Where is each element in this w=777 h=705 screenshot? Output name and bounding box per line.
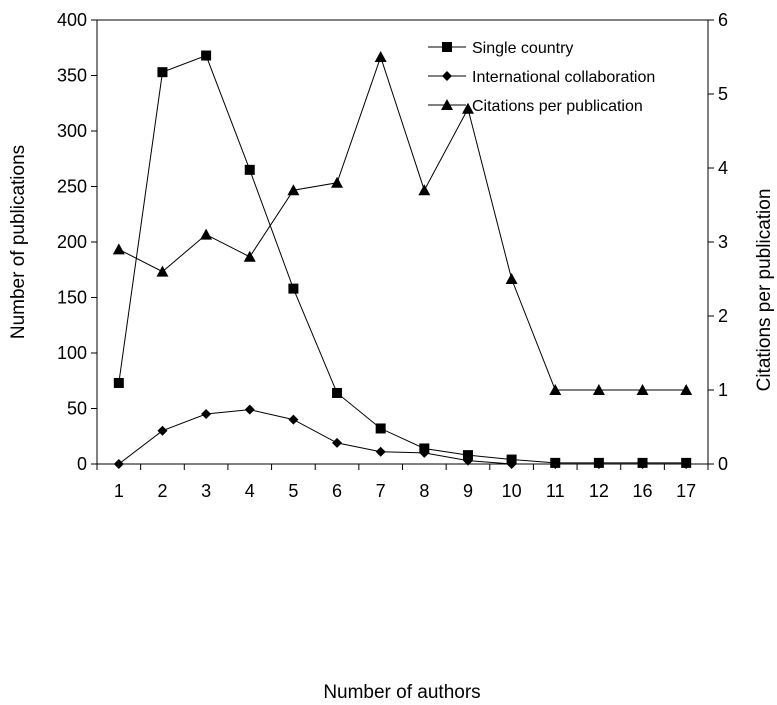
y2-tick-label: 5 [718,84,728,104]
data-point-diamond [375,446,386,457]
series-1 [113,404,692,469]
x-tick-label: 7 [376,481,386,501]
data-point-triangle [112,243,125,255]
x-tick-label: 11 [546,481,565,501]
y-tick-label: 0 [77,454,87,474]
data-point-square [375,423,386,434]
legend-item: Citations per publication [428,98,643,115]
x-tick-label: 2 [157,481,167,501]
data-point-diamond [506,459,517,469]
legend-label: Single country [472,40,573,57]
x-tick-label: 8 [419,481,429,501]
y-tick-label: 300 [57,121,87,141]
y-tick-label: 250 [57,177,87,197]
data-point-triangle [331,176,344,188]
y-axis-title: Number of publications [8,145,29,339]
y2-tick-label: 4 [718,158,728,178]
data-point-square [462,450,473,461]
x-axis-title: Number of authors [323,682,480,703]
data-point-diamond [593,459,604,469]
data-point-triangle [243,250,256,262]
data-point-square [288,283,299,294]
data-point-square [113,377,124,388]
data-point-square [332,387,343,398]
series-layer [112,50,693,469]
data-point-triangle [287,184,300,196]
data-point-diamond [332,437,343,448]
data-point-triangle [549,384,562,395]
y2-tick-label: 3 [718,232,728,252]
y2-tick-label: 1 [718,380,728,400]
y-tick-label: 200 [57,232,87,252]
x-tick-label: 1 [114,481,124,501]
y2-tick-label: 0 [718,454,728,474]
y-axis-left: 0 50 100 150 200 250 300 350 400 [57,10,97,474]
x-tick-label: 9 [463,481,473,501]
x-tick-label: 6 [332,481,342,501]
y2-tick-label: 2 [718,306,728,326]
y-tick-label: 150 [57,288,87,308]
plot-frame [96,19,709,465]
y-tick-label: 100 [57,343,87,363]
data-point-triangle [636,384,649,395]
data-point-diamond [288,414,299,425]
data-point-diamond [113,459,124,469]
legend-item: Single country [428,40,573,57]
data-point-diamond [442,71,452,81]
data-point-diamond [419,447,430,458]
legend-label: Citations per publication [472,98,643,115]
legend-label: International collaboration [472,69,655,86]
data-point-triangle [200,228,213,240]
series-2 [112,51,693,395]
x-tick-label: 10 [502,481,522,501]
data-point-square [201,50,212,61]
data-point-triangle [374,51,387,62]
data-point-diamond [157,425,168,436]
data-point-triangle [505,273,518,284]
series-line [118,54,687,464]
data-point-triangle [418,184,431,196]
y2-tick-label: 6 [718,10,728,30]
y-tick-label: 400 [57,10,87,30]
data-point-diamond [462,455,473,466]
data-point-triangle [461,102,474,114]
data-point-diamond [681,459,692,469]
data-point-diamond [201,409,212,420]
series-line [118,55,687,391]
data-point-triangle [680,384,693,395]
data-point-diamond [637,459,648,469]
data-point-triangle [592,384,605,395]
data-point-square [244,164,255,175]
x-tick-label: 3 [201,481,211,501]
x-tick-label: 12 [589,481,609,501]
data-point-diamond [244,404,255,415]
legend-item: International collaboration [428,69,655,86]
y-tick-label: 50 [67,399,87,419]
data-point-square [442,42,452,52]
series-line [118,409,687,465]
y-axis-right: 0 1 2 3 4 5 6 [708,10,728,474]
x-axis: 1 2 3 4 5 6 7 8 9 10 11 12 16 17 [96,464,709,501]
legend: Single country International collaboratio… [428,40,655,115]
data-point-triangle [156,265,169,277]
data-point-square [157,67,168,78]
y2-axis-title: Citations per publication [754,189,775,392]
x-tick-label: 16 [633,481,653,501]
data-point-diamond [550,459,561,469]
x-tick-label: 17 [676,481,696,501]
x-tick-label: 5 [288,481,298,501]
y-tick-label: 350 [57,66,87,86]
data-point-triangle [441,99,453,110]
x-tick-label: 4 [245,481,255,501]
